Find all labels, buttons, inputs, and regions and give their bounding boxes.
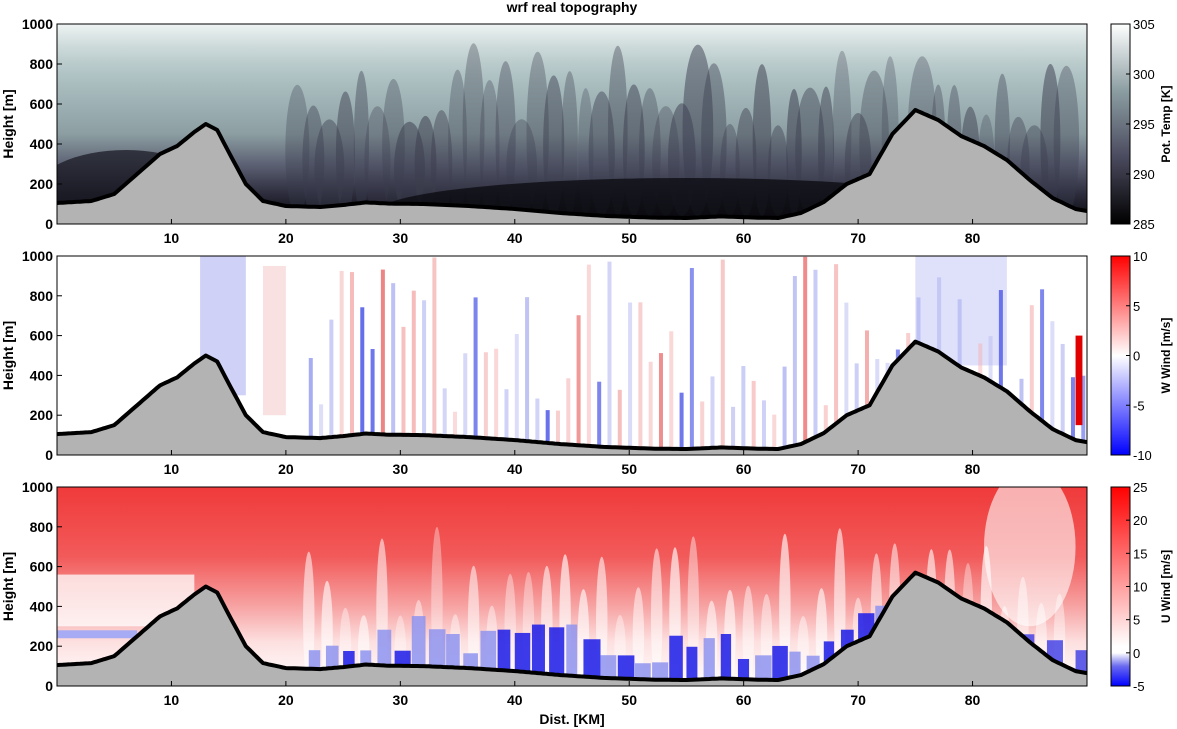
terrain-fill <box>57 572 1087 686</box>
colorbar-tick-label: -5 <box>1133 679 1145 694</box>
colorbar-tick-label: 5 <box>1133 613 1140 628</box>
x-tick-label: 20 <box>278 461 294 477</box>
y-tick-label: 800 <box>30 288 54 304</box>
x-tick-label: 60 <box>736 230 752 246</box>
y-tick-label: 600 <box>30 559 54 575</box>
terrain-line <box>57 570 1087 682</box>
x-tick-label: 70 <box>850 692 866 708</box>
x-tick-label: 80 <box>965 230 981 246</box>
y-tick-label: 0 <box>45 678 53 694</box>
colorbar-tick-label: 305 <box>1133 17 1155 32</box>
potential-temperature-panel: 10 20 30 40 50 60 70 8002004006008001000Height … <box>0 16 1173 246</box>
panels: 10 20 30 40 50 60 70 8002004006008001000Height … <box>0 16 1173 708</box>
colorbar-tick-label: 0 <box>1133 646 1140 661</box>
y-tick-label: 600 <box>30 328 54 344</box>
x-tick-label: 60 <box>736 461 752 477</box>
plot-frame <box>56 486 1088 687</box>
colorbar-label: Pot. Temp [K] <box>1159 85 1173 162</box>
colorbar-label: W Wind [m/s] <box>1159 318 1173 394</box>
colorbar-tick-label: 290 <box>1133 167 1155 182</box>
x-tick-label: 40 <box>507 230 523 246</box>
x-tick-label: 50 <box>621 230 637 246</box>
x-tick-label: 10 <box>164 230 180 246</box>
plot-frame <box>56 255 1088 456</box>
horizontal-wind-panel: 10 20 30 40 50 60 70 8002004006008001000Height … <box>0 479 1173 708</box>
y-tick-label: 1000 <box>22 248 53 264</box>
x-tick-label: 50 <box>621 461 637 477</box>
colorbar-tick-label: 300 <box>1133 67 1155 82</box>
x-tick-label: 30 <box>393 230 409 246</box>
y-tick-label: 400 <box>30 367 54 383</box>
x-axis-label: Dist. [KM] <box>539 711 604 727</box>
y-tick-label: 400 <box>30 598 54 614</box>
vertical-wind-field <box>57 256 1087 455</box>
x-tick-label: 40 <box>507 692 523 708</box>
terrain-fill <box>57 110 1087 224</box>
y-tick-label: 800 <box>30 519 54 535</box>
colorbar-tick-label: 10 <box>1133 249 1147 264</box>
y-tick-label: 1000 <box>22 479 53 495</box>
x-tick-label: 70 <box>850 461 866 477</box>
terrain-line <box>57 339 1087 451</box>
y-axis-label: Height [m] <box>0 552 16 621</box>
colorbar-tick-label: 295 <box>1133 117 1155 132</box>
colorbar-tick-label: 20 <box>1133 513 1147 528</box>
x-tick-label: 30 <box>393 461 409 477</box>
horizontal-wind-field <box>57 487 1087 686</box>
x-tick-label: 40 <box>507 461 523 477</box>
x-tick-label: 80 <box>965 461 981 477</box>
x-tick-label: 30 <box>393 692 409 708</box>
y-tick-label: 200 <box>30 638 54 654</box>
y-tick-label: 400 <box>30 136 54 152</box>
y-tick-label: 200 <box>30 407 54 423</box>
colorbar-tick-label: -10 <box>1133 448 1152 463</box>
colorbar-tick-label: 5 <box>1133 299 1140 314</box>
y-tick-label: 200 <box>30 176 54 192</box>
x-tick-label: 10 <box>164 461 180 477</box>
vertical-wind-panel: 10 20 30 40 50 60 70 8002004006008001000Height … <box>0 248 1173 477</box>
y-tick-label: 800 <box>30 56 54 72</box>
x-tick-label: 80 <box>965 692 981 708</box>
colorbar-tick-label: 285 <box>1133 217 1155 232</box>
x-tick-label: 20 <box>278 230 294 246</box>
terrain-line <box>57 108 1087 220</box>
x-tick-label: 10 <box>164 692 180 708</box>
y-tick-label: 0 <box>45 447 53 463</box>
x-tick-label: 20 <box>278 692 294 708</box>
y-tick-label: 600 <box>30 96 54 112</box>
colorbar-tick-label: 10 <box>1133 580 1147 595</box>
colorbar-tick-label: 25 <box>1133 480 1147 495</box>
x-tick-label: 50 <box>621 692 637 708</box>
terrain-fill <box>57 341 1087 455</box>
y-tick-label: 1000 <box>22 16 53 32</box>
plot-frame <box>56 23 1088 225</box>
x-tick-label: 70 <box>850 230 866 246</box>
colorbar-label: U Wind [m/s] <box>1159 550 1173 623</box>
colorbar-tick-label: 15 <box>1133 546 1147 561</box>
potential-temperature-field <box>57 24 1087 224</box>
figure-title: wrf real topography <box>506 0 638 15</box>
y-axis-label: Height [m] <box>0 89 16 158</box>
y-axis-label: Height [m] <box>0 321 16 390</box>
x-tick-label: 60 <box>736 692 752 708</box>
y-tick-label: 0 <box>45 216 53 232</box>
colorbar-tick-label: -5 <box>1133 398 1145 413</box>
colorbar-tick-label: 0 <box>1133 349 1140 364</box>
